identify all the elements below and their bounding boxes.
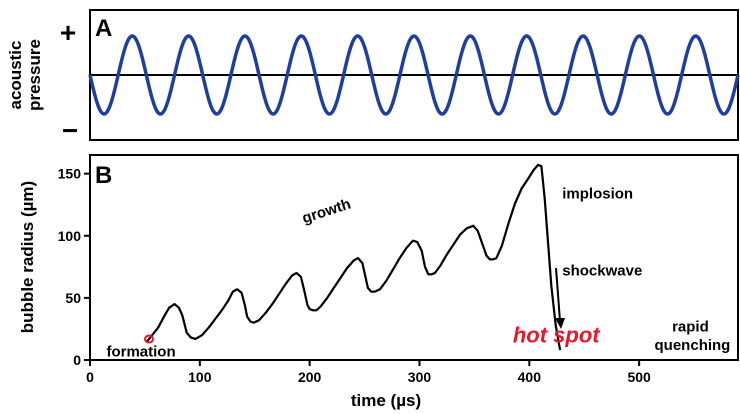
x-tick-label: 500	[627, 369, 651, 385]
pressure-minus-label: −	[62, 115, 78, 146]
panel-b: B 0 100 200 300 400 500 0 50 100 150 growth implos…	[18, 154, 739, 410]
x-tick-label: 100	[188, 369, 212, 385]
shockwave-arrow	[555, 267, 561, 322]
panel-b-annotations: growth implosion shockwave hot spot rapid que…	[106, 185, 730, 360]
annotation-formation: formation	[106, 343, 175, 360]
y-tick-label: 50	[65, 290, 81, 306]
annotation-hot-spot: hot spot	[513, 323, 601, 348]
x-axis-label: time (µs)	[351, 391, 421, 410]
pressure-plus-label: +	[60, 17, 76, 48]
annotation-growth: growth	[300, 196, 353, 228]
bubble-radius-curve	[146, 163, 562, 351]
annotation-rapid: rapid	[672, 318, 709, 335]
panel-b-frame	[89, 154, 739, 361]
x-tick-label: 200	[298, 369, 322, 385]
y-tick-label: 150	[58, 166, 82, 182]
formation-bubble-marker	[144, 334, 154, 344]
shockwave-arrowhead	[555, 318, 565, 329]
acoustic-pressure-wave	[88, 34, 740, 116]
y-axis-label: bubble radius (µm)	[18, 181, 37, 333]
y-tick-label: 100	[58, 228, 82, 244]
panel-a-label: A	[95, 15, 112, 42]
panel-b-label: B	[95, 162, 112, 189]
annotation-quenching: quenching	[655, 337, 731, 354]
x-tick-label: 400	[518, 369, 542, 385]
x-tick-label: 0	[86, 369, 94, 385]
x-tick-label: 300	[408, 369, 432, 385]
panel-b-ticks: 0 100 200 300 400 500 0 50 100 150	[58, 166, 651, 385]
annotation-shockwave: shockwave	[562, 263, 642, 280]
annotation-implosion: implosion	[562, 185, 633, 202]
panel-a-y-axis-label: acousticpressure	[6, 39, 44, 111]
panel-a: A + − acousticpressure	[6, 9, 740, 146]
y-tick-label: 0	[73, 352, 81, 368]
